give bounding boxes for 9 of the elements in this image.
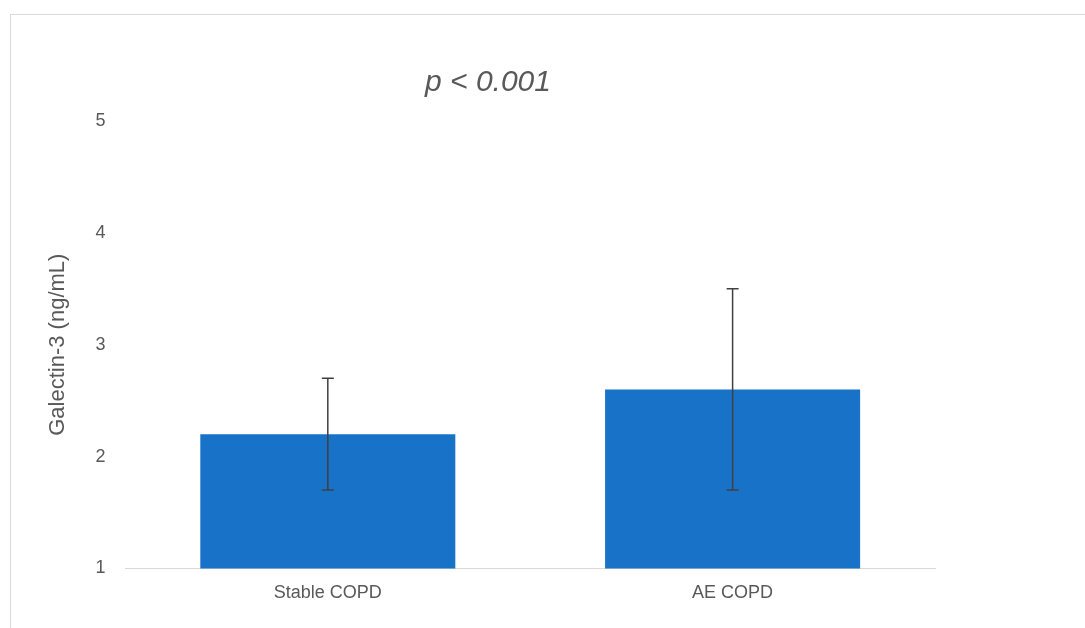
y-tick-label: 2	[95, 445, 106, 466]
y-tick-label: 4	[95, 221, 106, 242]
x-tick-label: Stable COPD	[273, 582, 382, 603]
y-tick-label: 3	[95, 333, 106, 354]
y-tick-label: 1	[95, 557, 106, 578]
x-tick-label: AE COPD	[692, 582, 774, 603]
y-tick-label: 5	[95, 109, 106, 130]
y-axis-title: Galectin-3 (ng/mL)	[44, 253, 70, 436]
chart-title: p < 0.001	[424, 64, 551, 98]
